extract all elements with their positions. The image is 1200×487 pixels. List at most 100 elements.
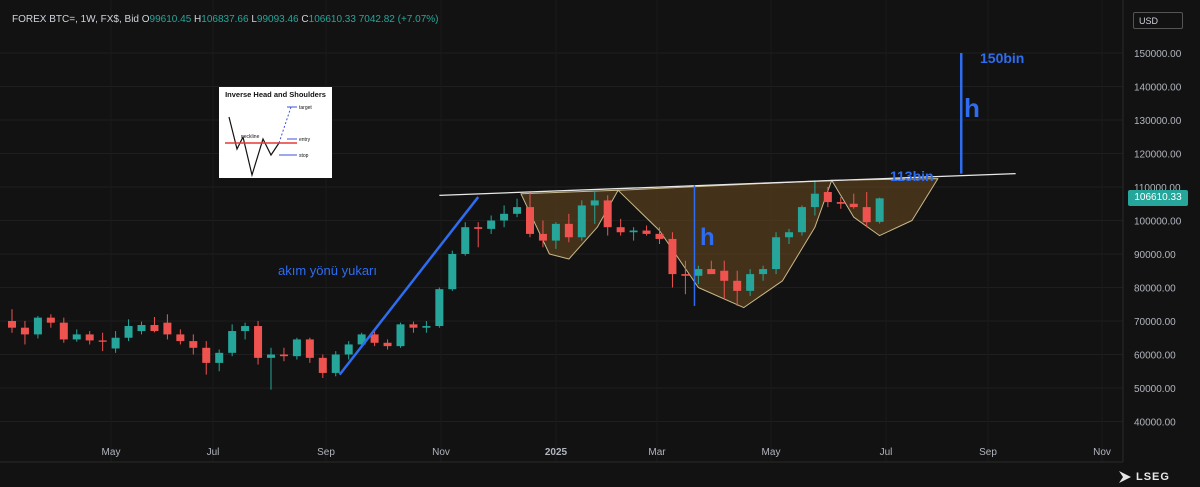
y-tick-label: 140000.00: [1134, 83, 1182, 94]
candle-body: [267, 354, 275, 358]
candle: [474, 222, 483, 248]
y-tick-label: 100000.00: [1134, 217, 1182, 228]
candle-body: [331, 354, 340, 373]
y-tick-label: 50000.00: [1134, 384, 1176, 395]
candle: [603, 195, 612, 236]
candle: [564, 213, 573, 243]
candle-body: [474, 227, 483, 229]
y-tick-label: 110000.00: [1134, 183, 1181, 194]
candle: [720, 260, 729, 300]
candle: [33, 315, 42, 339]
trend-line: [338, 196, 480, 376]
candle-body: [681, 274, 690, 276]
candle-body: [577, 205, 586, 238]
candle-body: [785, 232, 793, 238]
candle: [772, 232, 781, 275]
candle-body: [810, 193, 819, 208]
candle-body: [46, 317, 55, 323]
x-tick-label: Nov: [432, 447, 450, 458]
candle-body: [241, 326, 250, 332]
candle: [733, 270, 742, 306]
candle-body: [344, 344, 353, 355]
symbol-label: FOREX BTC=, 1W, FX$, Bid: [12, 14, 139, 25]
candle-body: [176, 334, 185, 342]
candle-body: [797, 207, 806, 233]
h-label-projection: h: [964, 93, 980, 123]
candle: [396, 322, 405, 348]
candle: [370, 331, 379, 347]
candle-body: [448, 254, 457, 290]
candle: [849, 193, 858, 209]
candle: [681, 260, 690, 295]
lseg-logo-icon: [1119, 471, 1131, 483]
inset-neckline-label: neckline: [241, 134, 260, 140]
inset-title: Inverse Head and Shoulders: [225, 90, 326, 99]
candle: [642, 225, 651, 236]
candle: [526, 192, 534, 238]
candle: [46, 314, 55, 328]
candle-body: [8, 321, 16, 328]
candle-body: [163, 322, 172, 335]
candle-body: [616, 227, 625, 233]
candle-body: [668, 238, 677, 275]
target-label: 150bin: [980, 50, 1024, 66]
last-price-tag: 106610.33: [1128, 190, 1188, 206]
open-label: O: [141, 14, 150, 25]
candle: [629, 227, 638, 241]
candle: [176, 329, 185, 345]
candle: [59, 317, 68, 343]
currency-selector[interactable]: USD: [1133, 12, 1183, 29]
candle: [707, 260, 716, 275]
candle-body: [603, 200, 612, 228]
candle: [344, 341, 353, 360]
candle-body: [228, 331, 237, 353]
h-label-head: h: [700, 224, 715, 251]
candle-body: [862, 207, 871, 223]
candle: [305, 337, 314, 363]
candle-body: [124, 326, 133, 338]
open-value: 99610.45: [149, 14, 192, 25]
candle: [279, 347, 288, 362]
candle: [513, 198, 522, 218]
candle: [98, 332, 107, 352]
y-tick-label: 80000.00: [1134, 284, 1176, 295]
candle-body: [720, 270, 729, 281]
candle: [810, 180, 819, 216]
candle-body: [318, 357, 327, 373]
trend-label: akım yönü yukarı: [278, 263, 377, 278]
candle: [875, 197, 884, 224]
candle: [137, 321, 146, 335]
candle: [668, 232, 677, 288]
x-axis: May Jul Sep Nov 2025 Mar May Jul Sep Nov: [102, 447, 1111, 458]
price-axis-background: [1123, 0, 1200, 487]
candle-body: [772, 237, 781, 270]
candle: [823, 187, 832, 208]
candle-body: [137, 325, 146, 332]
candle-body: [59, 322, 68, 340]
candle: [124, 319, 133, 342]
candle: [72, 329, 81, 342]
candle-body: [150, 325, 159, 332]
candle: [215, 349, 224, 372]
candle: [435, 287, 444, 328]
candle-body: [279, 354, 288, 357]
candle-body: [759, 269, 768, 275]
candle-body: [538, 233, 547, 241]
y-tick-label: 40000.00: [1134, 418, 1176, 429]
candle: [694, 265, 703, 285]
candle-body: [383, 342, 392, 347]
close-value: 106610.33: [308, 14, 356, 25]
candle-body: [746, 274, 755, 291]
candle-body: [254, 326, 263, 358]
neckline: [439, 172, 1016, 197]
candle-body: [422, 326, 431, 328]
candle: [85, 331, 94, 345]
candle-body: [111, 337, 120, 349]
neckline-price-label: 113bin: [890, 168, 934, 184]
high-value: 106837.66: [201, 14, 249, 25]
candle: [163, 314, 172, 340]
candle-body: [500, 213, 509, 221]
candle-body: [85, 334, 94, 341]
inset-projection: [278, 106, 292, 144]
